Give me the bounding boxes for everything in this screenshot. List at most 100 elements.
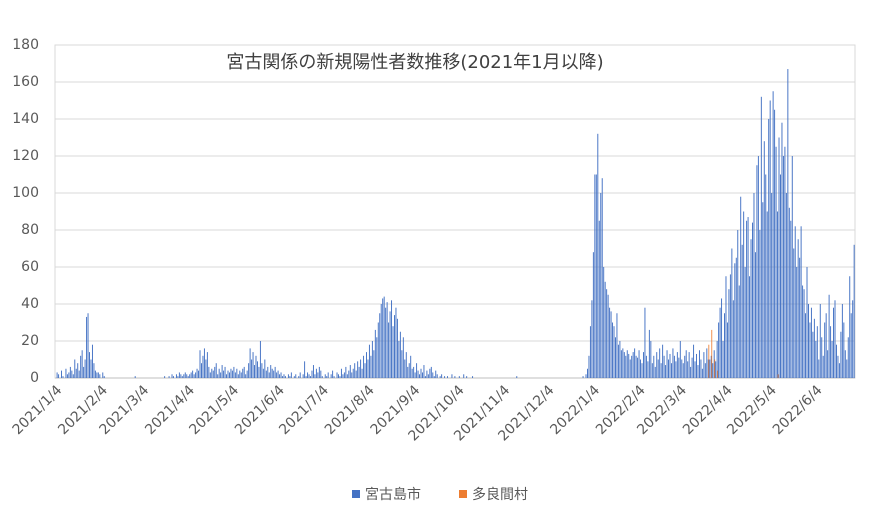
bar [629,359,631,378]
bar [287,374,289,378]
bar [447,376,449,378]
bar [396,318,398,378]
bar [171,374,173,378]
bar [86,316,88,378]
bar [672,348,674,378]
bar [282,376,283,378]
bar [833,307,835,378]
bar [731,248,733,378]
bars [56,69,855,379]
bar [708,344,710,378]
bar [215,363,217,378]
bar [330,374,332,378]
bar [676,352,678,378]
bar [435,370,437,378]
bar [417,370,419,378]
bar [237,374,239,378]
bar [382,298,384,378]
bar [726,322,728,378]
bar [790,220,792,378]
bar [432,372,434,378]
bar [391,300,393,378]
bar [99,374,101,378]
bar [714,359,716,378]
bar [254,365,256,378]
bar [61,370,63,378]
bar [373,350,375,378]
bar [691,357,693,378]
bar [662,344,664,378]
bar [607,294,609,378]
bar [311,370,313,378]
bar [634,348,636,378]
bar [183,374,185,378]
bar [68,372,70,378]
legend: 宮古島市 多良間村 [352,486,528,503]
bar [697,365,699,378]
bar [192,370,194,378]
bar [681,359,683,378]
bar [168,376,170,378]
bar [721,298,723,378]
bar [685,350,687,378]
bar [756,165,758,378]
bar [228,372,230,378]
bar [376,337,378,378]
bar [660,363,662,378]
bar [227,370,229,378]
bar [582,376,584,378]
bar [97,372,99,378]
bar [666,350,668,378]
bar [289,376,291,378]
bar [93,363,95,378]
bar [94,370,96,378]
bar [444,376,446,378]
bar [134,376,136,378]
bar [361,368,363,378]
bar [775,146,777,378]
bar [302,374,304,378]
bar [399,331,401,378]
bar [805,313,807,378]
bar [231,370,233,378]
bar [799,257,801,378]
bar [853,244,855,378]
bar [631,355,633,378]
bar [843,322,845,378]
bar [827,350,829,378]
bar [654,366,656,378]
bar [299,372,301,378]
bar [728,289,730,378]
bar [732,300,734,378]
bar [740,196,742,378]
bar [657,359,659,378]
bar [190,372,192,378]
bar [405,352,407,378]
bar [653,355,655,378]
bar [273,370,275,378]
bar [441,374,443,378]
bar [208,366,210,378]
bar [324,374,326,378]
bar [75,368,77,378]
bar [641,363,643,378]
bar [358,366,360,378]
bar [613,326,615,378]
bar [831,341,833,378]
bar [421,372,423,378]
bar [632,352,634,378]
bar [746,220,748,378]
bar [308,374,310,378]
bar [744,267,746,378]
bar [189,374,191,378]
bar [656,352,658,378]
bar [675,361,677,378]
bar [407,366,409,378]
bar [713,350,715,378]
bar [71,370,73,378]
bar [203,348,205,378]
bar [265,370,267,378]
bar [738,285,740,378]
